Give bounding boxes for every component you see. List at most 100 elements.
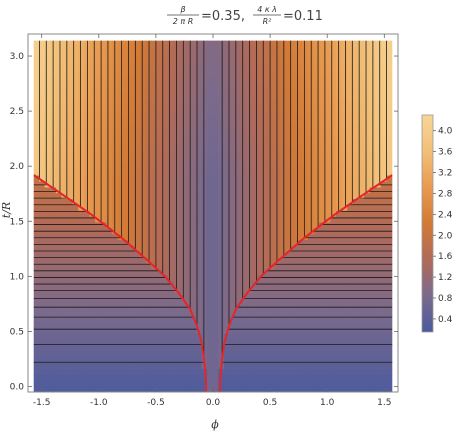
heatmap-cell: [167, 245, 175, 252]
heatmap-cell: [78, 210, 85, 217]
heatmap-cell: [352, 81, 359, 88]
heatmap-cell: [229, 192, 236, 200]
heatmap-cell: [195, 128, 203, 135]
heatmap-cell: [190, 46, 197, 53]
heatmap-cell: [207, 204, 214, 211]
heatmap-cell: [117, 122, 124, 129]
heatmap-cell: [128, 63, 135, 71]
heatmap-cell: [201, 69, 208, 77]
heatmap-cell: [83, 163, 91, 170]
heatmap-cell: [341, 374, 348, 381]
heatmap-cell: [33, 251, 40, 258]
heatmap-cell: [296, 134, 303, 141]
heatmap-cell: [212, 280, 219, 287]
heatmap-cell: [268, 134, 275, 141]
heatmap-cell: [212, 46, 219, 53]
heatmap-cell: [223, 344, 231, 352]
heatmap-cell: [95, 116, 102, 123]
heatmap-cell: [268, 309, 275, 317]
heatmap-cell: [302, 93, 309, 100]
heatmap-cell: [330, 110, 337, 118]
heatmap-cell: [145, 69, 152, 77]
heatmap-cell: [190, 385, 197, 393]
heatmap-cell: [67, 145, 74, 153]
heatmap-cell: [72, 104, 79, 112]
heatmap-cell: [201, 350, 208, 358]
heatmap-cell: [380, 268, 387, 276]
heatmap-cell: [83, 368, 91, 375]
heatmap-cell: [358, 151, 365, 159]
heatmap-cell: [218, 110, 225, 118]
heatmap-cell: [324, 151, 331, 159]
heatmap-cell: [268, 350, 275, 358]
heatmap-cell: [341, 104, 348, 112]
heatmap-cell: [111, 350, 119, 358]
heatmap-cell: [173, 338, 180, 346]
heatmap-cell: [207, 321, 214, 328]
heatmap-cell: [375, 98, 382, 106]
heatmap-cell: [324, 40, 331, 47]
heatmap-cell: [212, 52, 219, 59]
heatmap-cell: [324, 356, 331, 364]
heatmap-cell: [296, 333, 303, 340]
heatmap-cell: [134, 139, 141, 147]
heatmap-cell: [128, 75, 135, 82]
heatmap-cell: [55, 262, 63, 270]
heatmap-cell: [89, 169, 96, 176]
heatmap-cell: [330, 180, 337, 188]
heatmap-cell: [44, 210, 51, 217]
heatmap-cell: [117, 81, 124, 88]
heatmap-cell: [78, 75, 85, 82]
heatmap-cell: [291, 227, 298, 235]
heatmap-cell: [285, 368, 292, 375]
heatmap-cell: [386, 286, 393, 293]
heatmap-cell: [95, 262, 102, 270]
heatmap-cell: [201, 321, 208, 328]
heatmap-cell: [207, 245, 214, 252]
heatmap-cell: [72, 210, 79, 217]
heatmap-cell: [319, 116, 326, 123]
heatmap-cell: [78, 251, 85, 258]
heatmap-cell: [274, 157, 281, 164]
heatmap-cell: [50, 268, 57, 276]
heatmap-cell: [302, 262, 309, 270]
heatmap-cell: [347, 327, 354, 334]
heatmap-cell: [201, 257, 208, 264]
heatmap-cell: [313, 268, 320, 276]
heatmap-cell: [55, 216, 63, 223]
heatmap-cell: [223, 374, 231, 381]
heatmap-cell: [375, 245, 382, 252]
heatmap-cell: [212, 145, 219, 153]
heatmap-cell: [212, 245, 219, 252]
heatmap-cell: [347, 356, 354, 364]
heatmap-cell: [167, 192, 175, 200]
heatmap-cell: [134, 75, 141, 82]
heatmap-cell: [291, 356, 298, 364]
heatmap-cell: [83, 251, 91, 258]
heatmap-cell: [341, 292, 348, 299]
heatmap-cell: [257, 257, 264, 264]
heatmap-cell: [78, 46, 85, 53]
heatmap-cell: [173, 379, 180, 387]
heatmap-cell: [212, 175, 219, 182]
heatmap-cell: [386, 350, 393, 358]
heatmap-cell: [162, 251, 169, 258]
heatmap-cell: [55, 145, 63, 153]
heatmap-cell: [235, 286, 242, 293]
heatmap-cell: [358, 180, 365, 188]
heatmap-cell: [72, 175, 79, 182]
heatmap-cell: [263, 63, 270, 71]
heatmap-cell: [291, 221, 298, 229]
heatmap-cell: [39, 204, 46, 211]
heatmap-cell: [380, 204, 387, 211]
heatmap-cell: [358, 344, 365, 352]
heatmap-cell: [95, 333, 102, 340]
heatmap-cell: [335, 210, 343, 217]
heatmap-cell: [240, 163, 247, 170]
heatmap-cell: [251, 145, 259, 153]
heatmap-cell: [67, 157, 74, 164]
heatmap-cell: [162, 292, 169, 299]
heatmap-cell: [363, 268, 371, 276]
heatmap-cell: [67, 192, 74, 200]
heatmap-cell: [195, 274, 203, 282]
